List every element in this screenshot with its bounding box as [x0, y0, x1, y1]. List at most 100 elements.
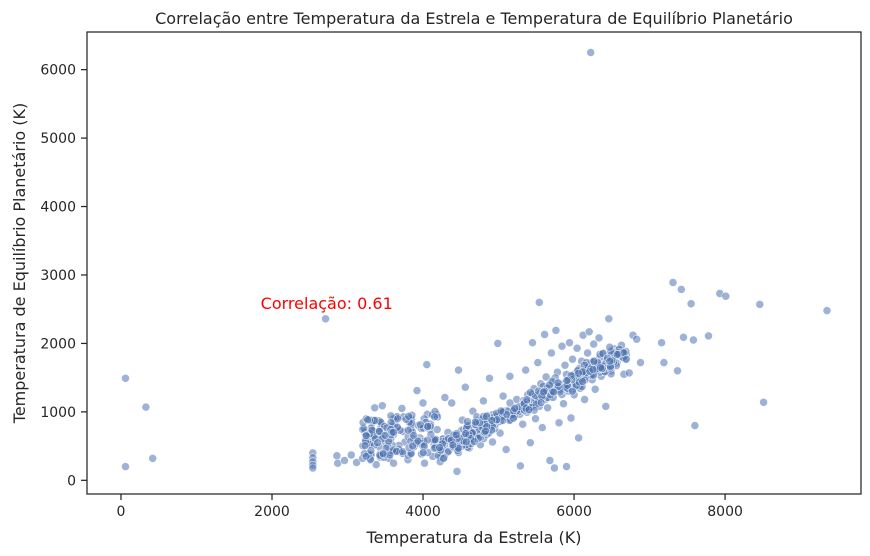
data-point: [481, 426, 490, 436]
y-axis-label: Temperatura de Equilíbrio Planetário (K): [10, 103, 29, 424]
y-tick-label: 5000: [40, 131, 76, 147]
data-point: [413, 436, 423, 446]
data-point: [594, 333, 604, 343]
data-point: [352, 458, 361, 467]
x-tick-label: 6000: [556, 504, 592, 520]
data-point: [562, 462, 571, 471]
data-point: [498, 391, 508, 401]
data-point: [373, 438, 382, 448]
data-point: [403, 425, 413, 435]
data-point: [485, 373, 494, 383]
data-point: [509, 413, 518, 423]
data-point: [541, 372, 551, 382]
data-point: [525, 438, 535, 448]
data-point: [461, 429, 471, 439]
y-tick-label: 6000: [40, 63, 76, 79]
data-point: [332, 451, 342, 461]
data-point: [422, 360, 432, 369]
data-point: [673, 366, 682, 376]
data-point: [505, 371, 515, 381]
data-point: [141, 402, 151, 412]
data-point: [686, 299, 696, 309]
data-point: [589, 339, 599, 349]
data-point: [389, 427, 398, 437]
data-point: [432, 425, 442, 434]
data-point: [572, 343, 582, 353]
data-point: [439, 454, 448, 463]
data-point: [366, 446, 376, 455]
data-point: [524, 405, 534, 415]
data-point: [543, 403, 552, 413]
plot-frame: [86, 31, 862, 495]
data-point: [540, 330, 549, 339]
data-point: [418, 448, 428, 457]
data-point: [378, 449, 388, 459]
data-point: [636, 358, 645, 367]
data-point: [496, 406, 506, 416]
data-point: [583, 348, 592, 358]
data-point: [363, 415, 373, 425]
data-point: [578, 377, 587, 386]
chart-title: Correlação entre Temperatura da Estrela …: [155, 9, 793, 28]
data-point: [549, 387, 559, 397]
data-point: [704, 331, 713, 341]
data-point: [521, 365, 531, 375]
data-point: [371, 460, 381, 469]
data-point: [409, 431, 419, 440]
data-point: [531, 414, 540, 424]
data-point: [430, 412, 439, 422]
data-point: [580, 395, 589, 404]
data-point: [435, 443, 444, 452]
data-point: [393, 414, 403, 424]
data-point: [360, 441, 370, 451]
data-point: [557, 341, 567, 351]
data-point: [526, 388, 535, 397]
data-point: [568, 386, 577, 396]
data-point: [461, 437, 471, 447]
y-tick-label: 1000: [40, 405, 76, 421]
data-point: [412, 386, 422, 395]
data-point: [346, 450, 356, 460]
data-point: [560, 360, 570, 370]
x-tick-label: 4000: [405, 504, 441, 520]
data-point: [822, 306, 832, 315]
data-point: [148, 454, 157, 463]
data-point: [479, 396, 488, 406]
data-point: [539, 387, 548, 397]
data-point: [589, 357, 599, 366]
data-point: [493, 339, 503, 348]
data-point: [690, 421, 700, 430]
data-point: [471, 417, 480, 427]
data-point: [657, 338, 666, 348]
data-point: [460, 382, 470, 392]
data-point: [584, 327, 594, 337]
data-point: [389, 458, 398, 468]
data-point: [596, 363, 605, 372]
data-point: [510, 404, 520, 413]
data-point: [574, 433, 583, 443]
data-point: [550, 463, 559, 473]
data-point: [676, 285, 686, 294]
correlation-annotation: Correlação: 0.61: [261, 294, 393, 313]
data-point: [505, 398, 515, 408]
data-point: [622, 354, 631, 364]
data-point: [679, 332, 688, 342]
data-point: [448, 440, 458, 450]
data-point: [659, 358, 669, 367]
data-point: [121, 462, 130, 471]
data-point: [565, 338, 574, 348]
data-point: [755, 300, 765, 309]
data-point: [522, 395, 532, 405]
data-point: [377, 401, 387, 411]
y-tick-label: 0: [67, 473, 76, 489]
data-point: [452, 467, 462, 476]
data-point: [547, 348, 556, 358]
y-tick-label: 4000: [40, 200, 76, 216]
data-point: [559, 399, 568, 409]
data-point: [604, 314, 614, 324]
data-point: [501, 445, 511, 454]
data-point: [689, 335, 698, 345]
data-point: [418, 398, 428, 408]
data-point: [562, 376, 572, 386]
